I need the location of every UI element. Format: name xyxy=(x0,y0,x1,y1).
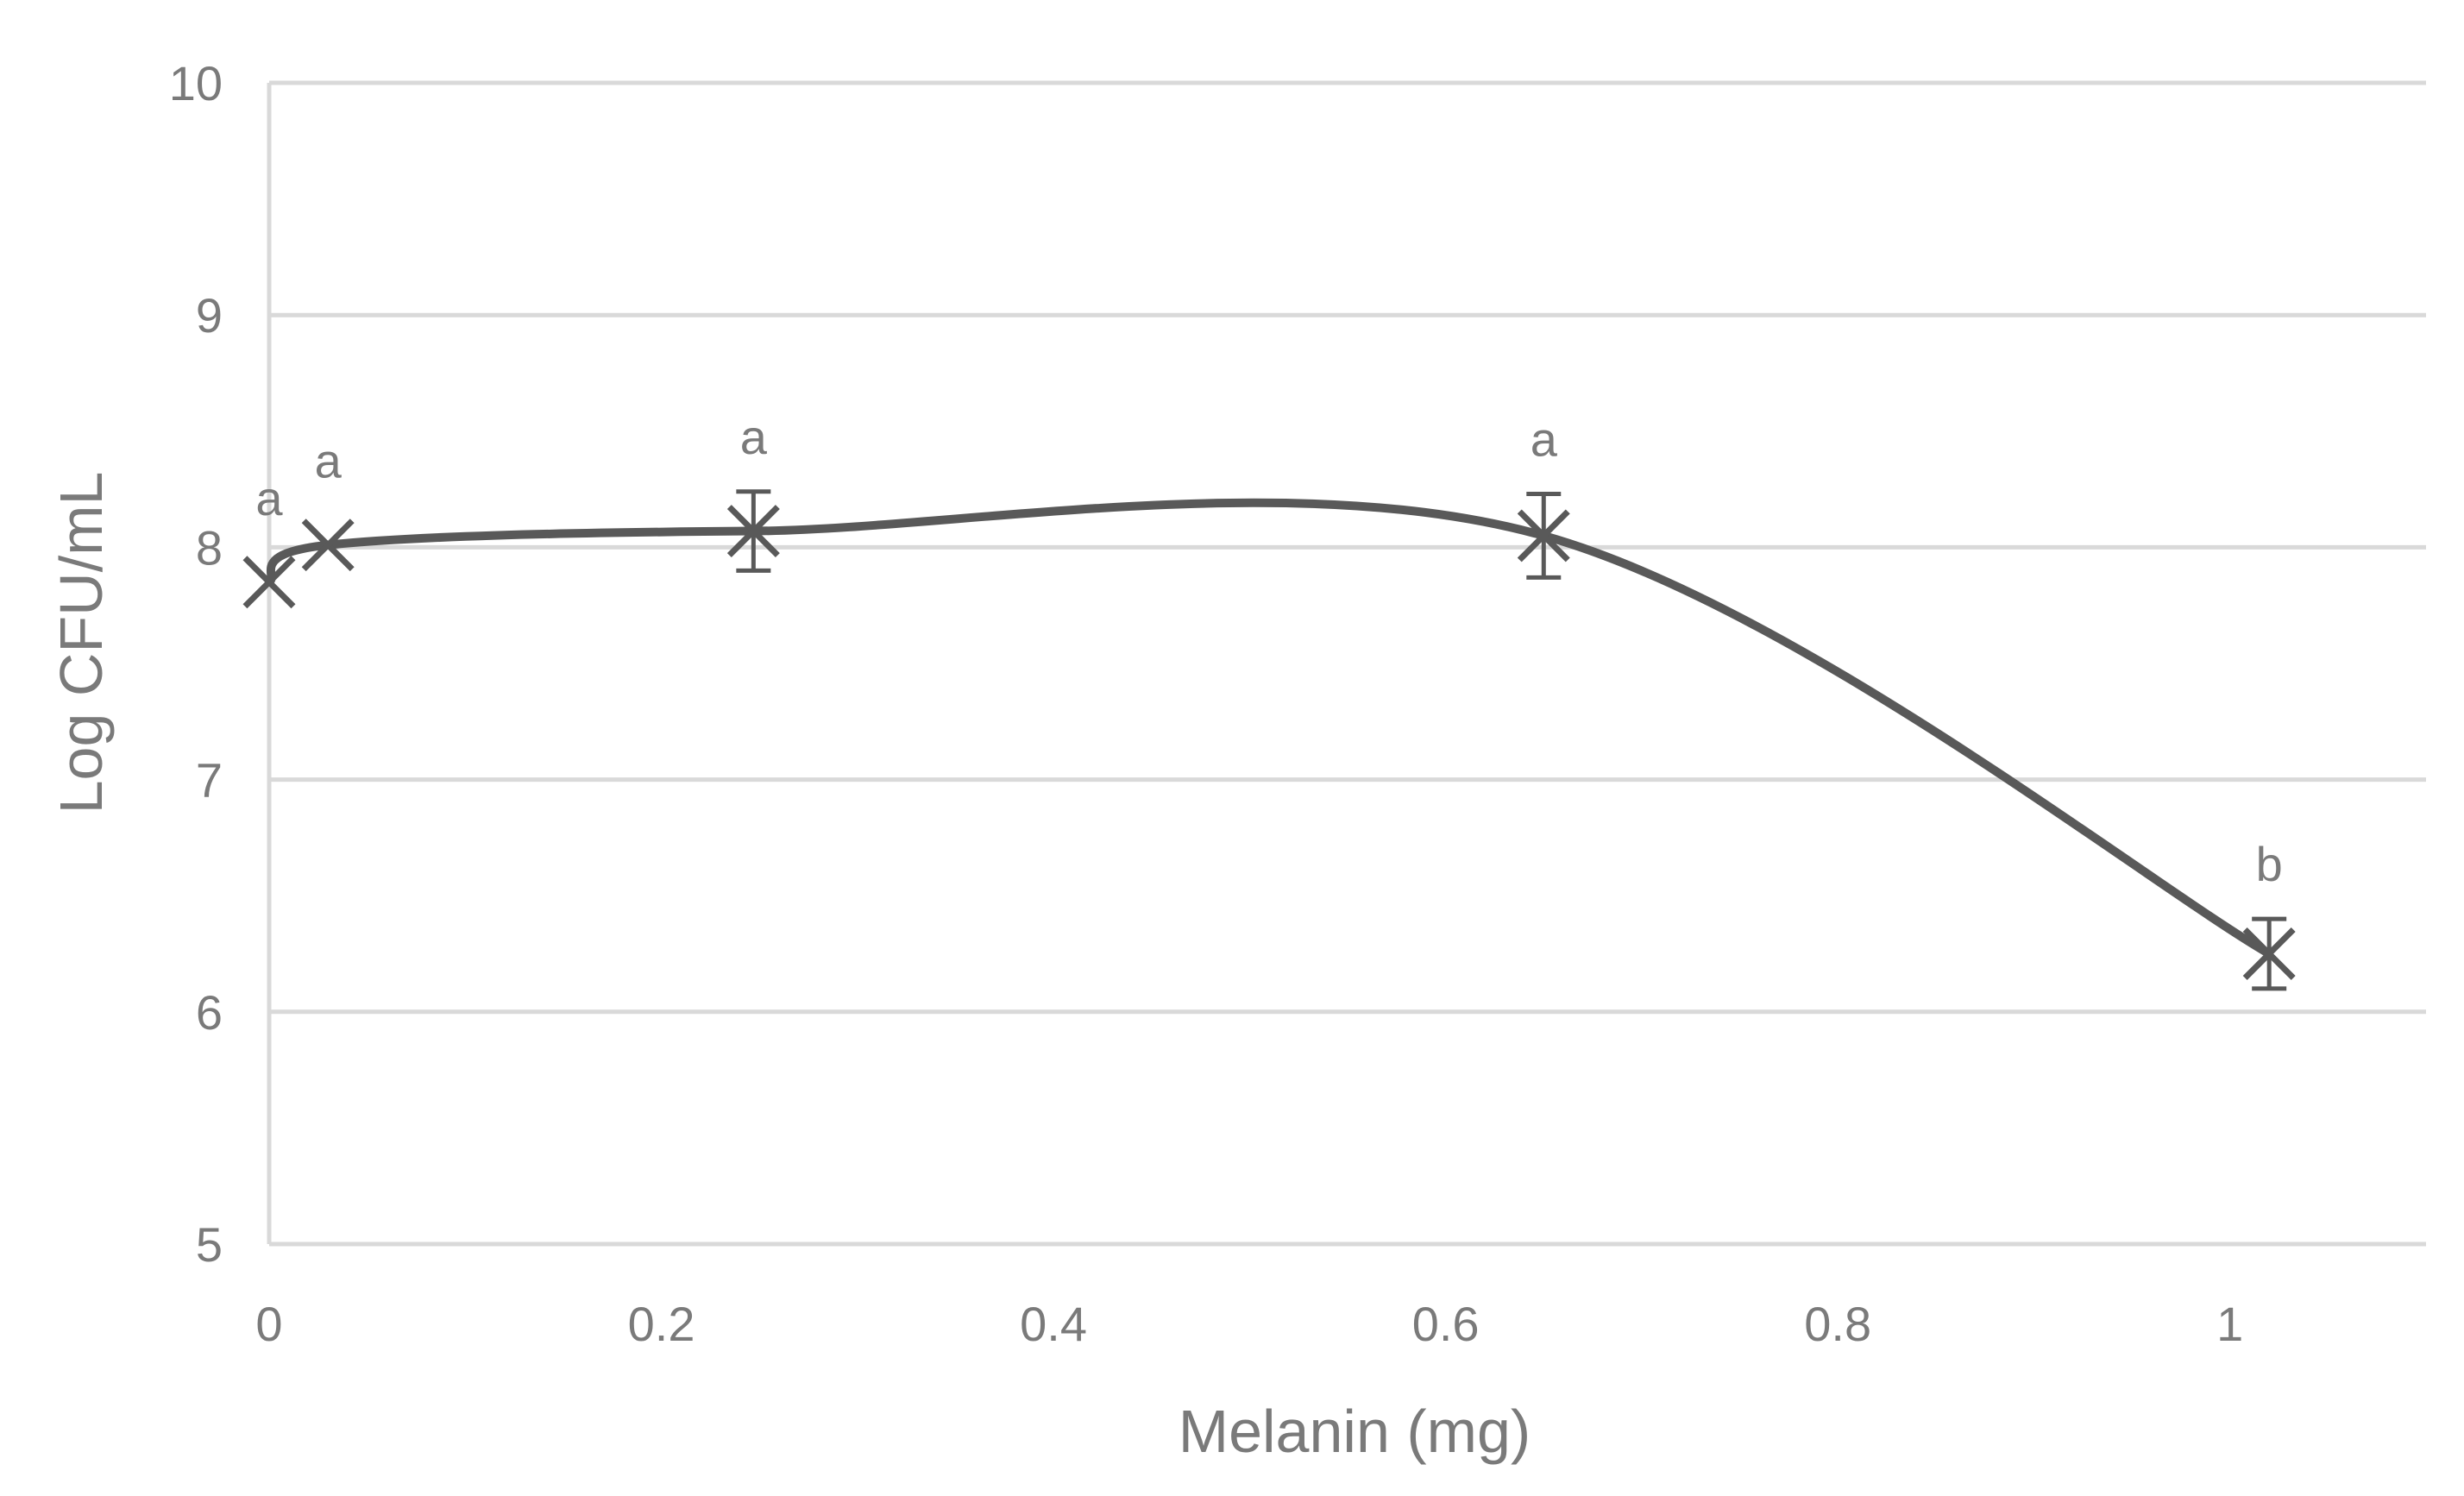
significance-label: b xyxy=(2256,837,2283,891)
marker-x-stroke xyxy=(242,556,296,609)
tick-labels: 5 6 7 8 9 10 0 0.2 0.4 0.6 0.8 1 xyxy=(169,56,2244,1351)
data-point xyxy=(726,489,780,573)
x-tick-label-0: 0 xyxy=(255,1297,282,1351)
x-tick-label-1: 1 xyxy=(2216,1297,2243,1351)
y-tick-label-7: 7 xyxy=(196,753,223,808)
x-tick-label-0.8: 0.8 xyxy=(1804,1297,1871,1351)
significance-label: a xyxy=(740,410,768,464)
marker-x-stroke xyxy=(301,519,355,572)
significance-label: a xyxy=(1531,412,1558,466)
data-point xyxy=(2242,916,2296,991)
y-tick-label-6: 6 xyxy=(196,985,223,1040)
axes xyxy=(267,83,2426,1247)
gridlines xyxy=(269,80,2426,1015)
significance-label: a xyxy=(315,434,343,488)
significance-label: a xyxy=(255,471,283,525)
y-tick-label-10: 10 xyxy=(169,56,223,110)
series-line xyxy=(265,498,2274,959)
data-point xyxy=(1517,491,1570,580)
data-point xyxy=(301,519,355,572)
data-point xyxy=(242,556,296,609)
x-tick-label-0.2: 0.2 xyxy=(628,1297,695,1351)
y-tick-label-8: 8 xyxy=(196,520,223,575)
marker-x-stroke xyxy=(2242,927,2296,980)
marker-x-stroke xyxy=(726,505,780,558)
x-tick-label-0.6: 0.6 xyxy=(1412,1297,1480,1351)
y-tick-label-5: 5 xyxy=(196,1217,223,1272)
y-tick-label-9: 9 xyxy=(196,288,223,343)
data-series xyxy=(242,489,2296,991)
marker-x-stroke xyxy=(1517,509,1570,563)
significance-labels: aa a ab xyxy=(255,410,2282,891)
x-tick-label-0.4: 0.4 xyxy=(1020,1297,1087,1351)
y-axis-title: Log CFU/mL xyxy=(47,472,115,814)
x-axis-title: Melanin (mg) xyxy=(1179,1398,1531,1465)
